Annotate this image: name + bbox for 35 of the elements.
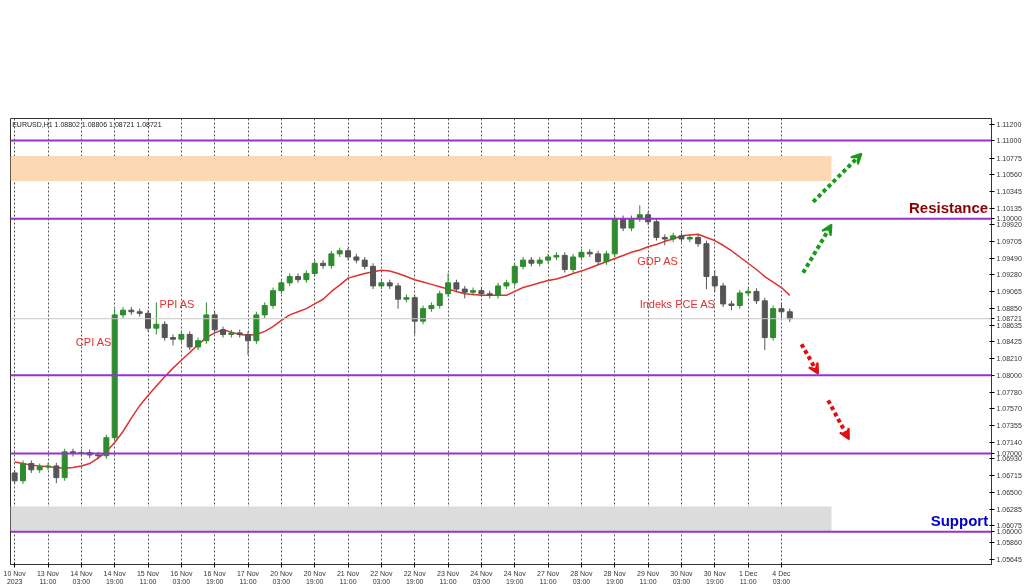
candlestick: [153, 301, 160, 335]
candlestick: [653, 218, 660, 242]
candlestick: [320, 259, 327, 270]
candlestick: [186, 330, 193, 351]
candlestick: [120, 306, 127, 319]
candlestick: [220, 326, 227, 339]
candlestick: [445, 272, 452, 298]
candlestick: [736, 289, 743, 310]
annotation: PPI AS: [159, 297, 195, 310]
candlestick: [161, 320, 168, 342]
candlestick: [270, 287, 277, 310]
annotation: CPI AS: [75, 335, 112, 348]
candlestick: [411, 294, 418, 335]
candlestick: [370, 262, 377, 290]
candlestick: [570, 253, 577, 274]
candlestick: [395, 282, 402, 310]
candlestick: [561, 251, 568, 274]
candlestick: [45, 462, 52, 471]
candlestick: [711, 269, 718, 293]
annotation: GDP AS: [637, 255, 678, 268]
annotation: Indeks PCE AS: [639, 297, 715, 310]
candlestick: [20, 459, 26, 485]
candlestick: [211, 311, 218, 334]
candlestick: [103, 434, 110, 460]
ref-line-label: Resistance: [908, 198, 989, 216]
candlestick: [170, 333, 177, 346]
candlestick: [720, 282, 727, 308]
ref-line-label: Support: [930, 511, 989, 529]
candlestick: [245, 330, 252, 356]
candlestick: [695, 233, 702, 248]
candlestick: [470, 287, 477, 296]
candlestick: [511, 262, 518, 287]
candlestick: [295, 272, 302, 284]
candlestick: [745, 287, 752, 297]
candlestick: [53, 462, 60, 484]
